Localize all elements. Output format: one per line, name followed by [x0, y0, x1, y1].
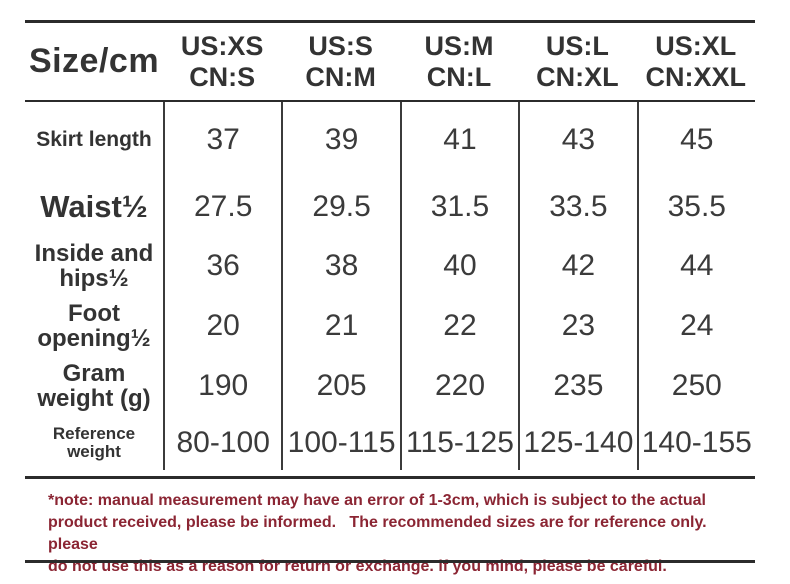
column-header-m: US:M CN:L: [400, 31, 518, 93]
cell-value: 33.5: [518, 178, 636, 236]
us-size-label: US:XS: [180, 30, 264, 61]
note-line-1: *note: manual measurement may have an er…: [48, 492, 706, 509]
bottom-divider: [25, 560, 755, 563]
row-label: Gram weight (g): [37, 359, 151, 412]
cell-value: 44: [636, 236, 755, 296]
cn-size-label: CN:S: [189, 61, 256, 92]
top-divider: [25, 20, 755, 23]
note-line-2: product received, please be informed. Th…: [48, 514, 712, 553]
table-row-reference-weight: Reference weight 80-100 100-115 115-125 …: [25, 416, 755, 470]
table-bottom-divider: [25, 476, 755, 479]
table-row-gram-weight: Gram weight (g) 190 205 220 235 250: [25, 356, 755, 416]
cell-value: 39: [281, 102, 399, 178]
size-table: Size/cm US:XS CN:S US:S CN:M US:M CN:L U…: [25, 20, 755, 479]
cell-value: 41: [399, 102, 518, 178]
cell-value: 250: [636, 356, 755, 416]
table-row-skirt-length: Skirt length 37 39 41 43 45: [25, 102, 755, 178]
table-row-waist: Waist½ 27.5 29.5 31.5 33.5 35.5: [25, 178, 755, 236]
row-label: Skirt length: [36, 127, 152, 151]
cell-value: 31.5: [399, 178, 518, 236]
cell-value: 80-100: [163, 416, 281, 470]
cell-value: 38: [281, 236, 399, 296]
cell-value: 22: [399, 296, 518, 356]
cell-value: 125-140: [518, 416, 636, 470]
cell-value: 21: [281, 296, 399, 356]
table-header-row: Size/cm US:XS CN:S US:S CN:M US:M CN:L U…: [25, 23, 755, 100]
cn-size-label: CN:M: [305, 61, 376, 92]
us-size-label: US:S: [308, 30, 373, 61]
cell-value: 115-125: [399, 416, 518, 470]
row-label: Foot opening½: [37, 299, 151, 352]
cell-value: 140-155: [636, 416, 755, 470]
cn-size-label: CN:XXL: [645, 61, 747, 92]
header-divider: [25, 100, 755, 102]
column-header-l: US:L CN:XL: [518, 31, 636, 93]
cell-value: 23: [518, 296, 636, 356]
column-header-s: US:S CN:M: [281, 31, 399, 93]
cell-value: 190: [163, 356, 281, 416]
cell-value: 43: [518, 102, 636, 178]
row-label: Waist½: [40, 188, 148, 224]
us-size-label: US:XL: [655, 30, 737, 61]
cell-value: 205: [281, 356, 399, 416]
cn-size-label: CN:XL: [536, 61, 619, 92]
cell-value: 100-115: [281, 416, 399, 470]
table-row-foot-opening: Foot opening½ 20 21 22 23 24: [25, 296, 755, 356]
note-text: *note: manual measurement may have an er…: [48, 490, 753, 578]
table-corner-label: Size/cm: [28, 42, 160, 80]
cell-value: 29.5: [281, 178, 399, 236]
us-size-label: US:L: [545, 30, 609, 61]
cell-value: 35.5: [636, 178, 755, 236]
column-header-xl: US:XL CN:XXL: [637, 31, 755, 93]
cell-value: 36: [163, 236, 281, 296]
row-label: Reference weight: [52, 424, 136, 461]
cell-value: 27.5: [163, 178, 281, 236]
cell-value: 42: [518, 236, 636, 296]
cell-value: 45: [636, 102, 755, 178]
cell-value: 24: [636, 296, 755, 356]
cell-value: 37: [163, 102, 281, 178]
cell-value: 20: [163, 296, 281, 356]
cell-value: 220: [399, 356, 518, 416]
us-size-label: US:M: [424, 30, 494, 61]
cell-value: 235: [518, 356, 636, 416]
cn-size-label: CN:L: [426, 61, 492, 92]
table-row-inside-hips: Inside and hips½ 36 38 40 42 44: [25, 236, 755, 296]
column-header-xs: US:XS CN:S: [163, 31, 281, 93]
row-label: Inside and hips½: [34, 239, 154, 292]
cell-value: 40: [399, 236, 518, 296]
